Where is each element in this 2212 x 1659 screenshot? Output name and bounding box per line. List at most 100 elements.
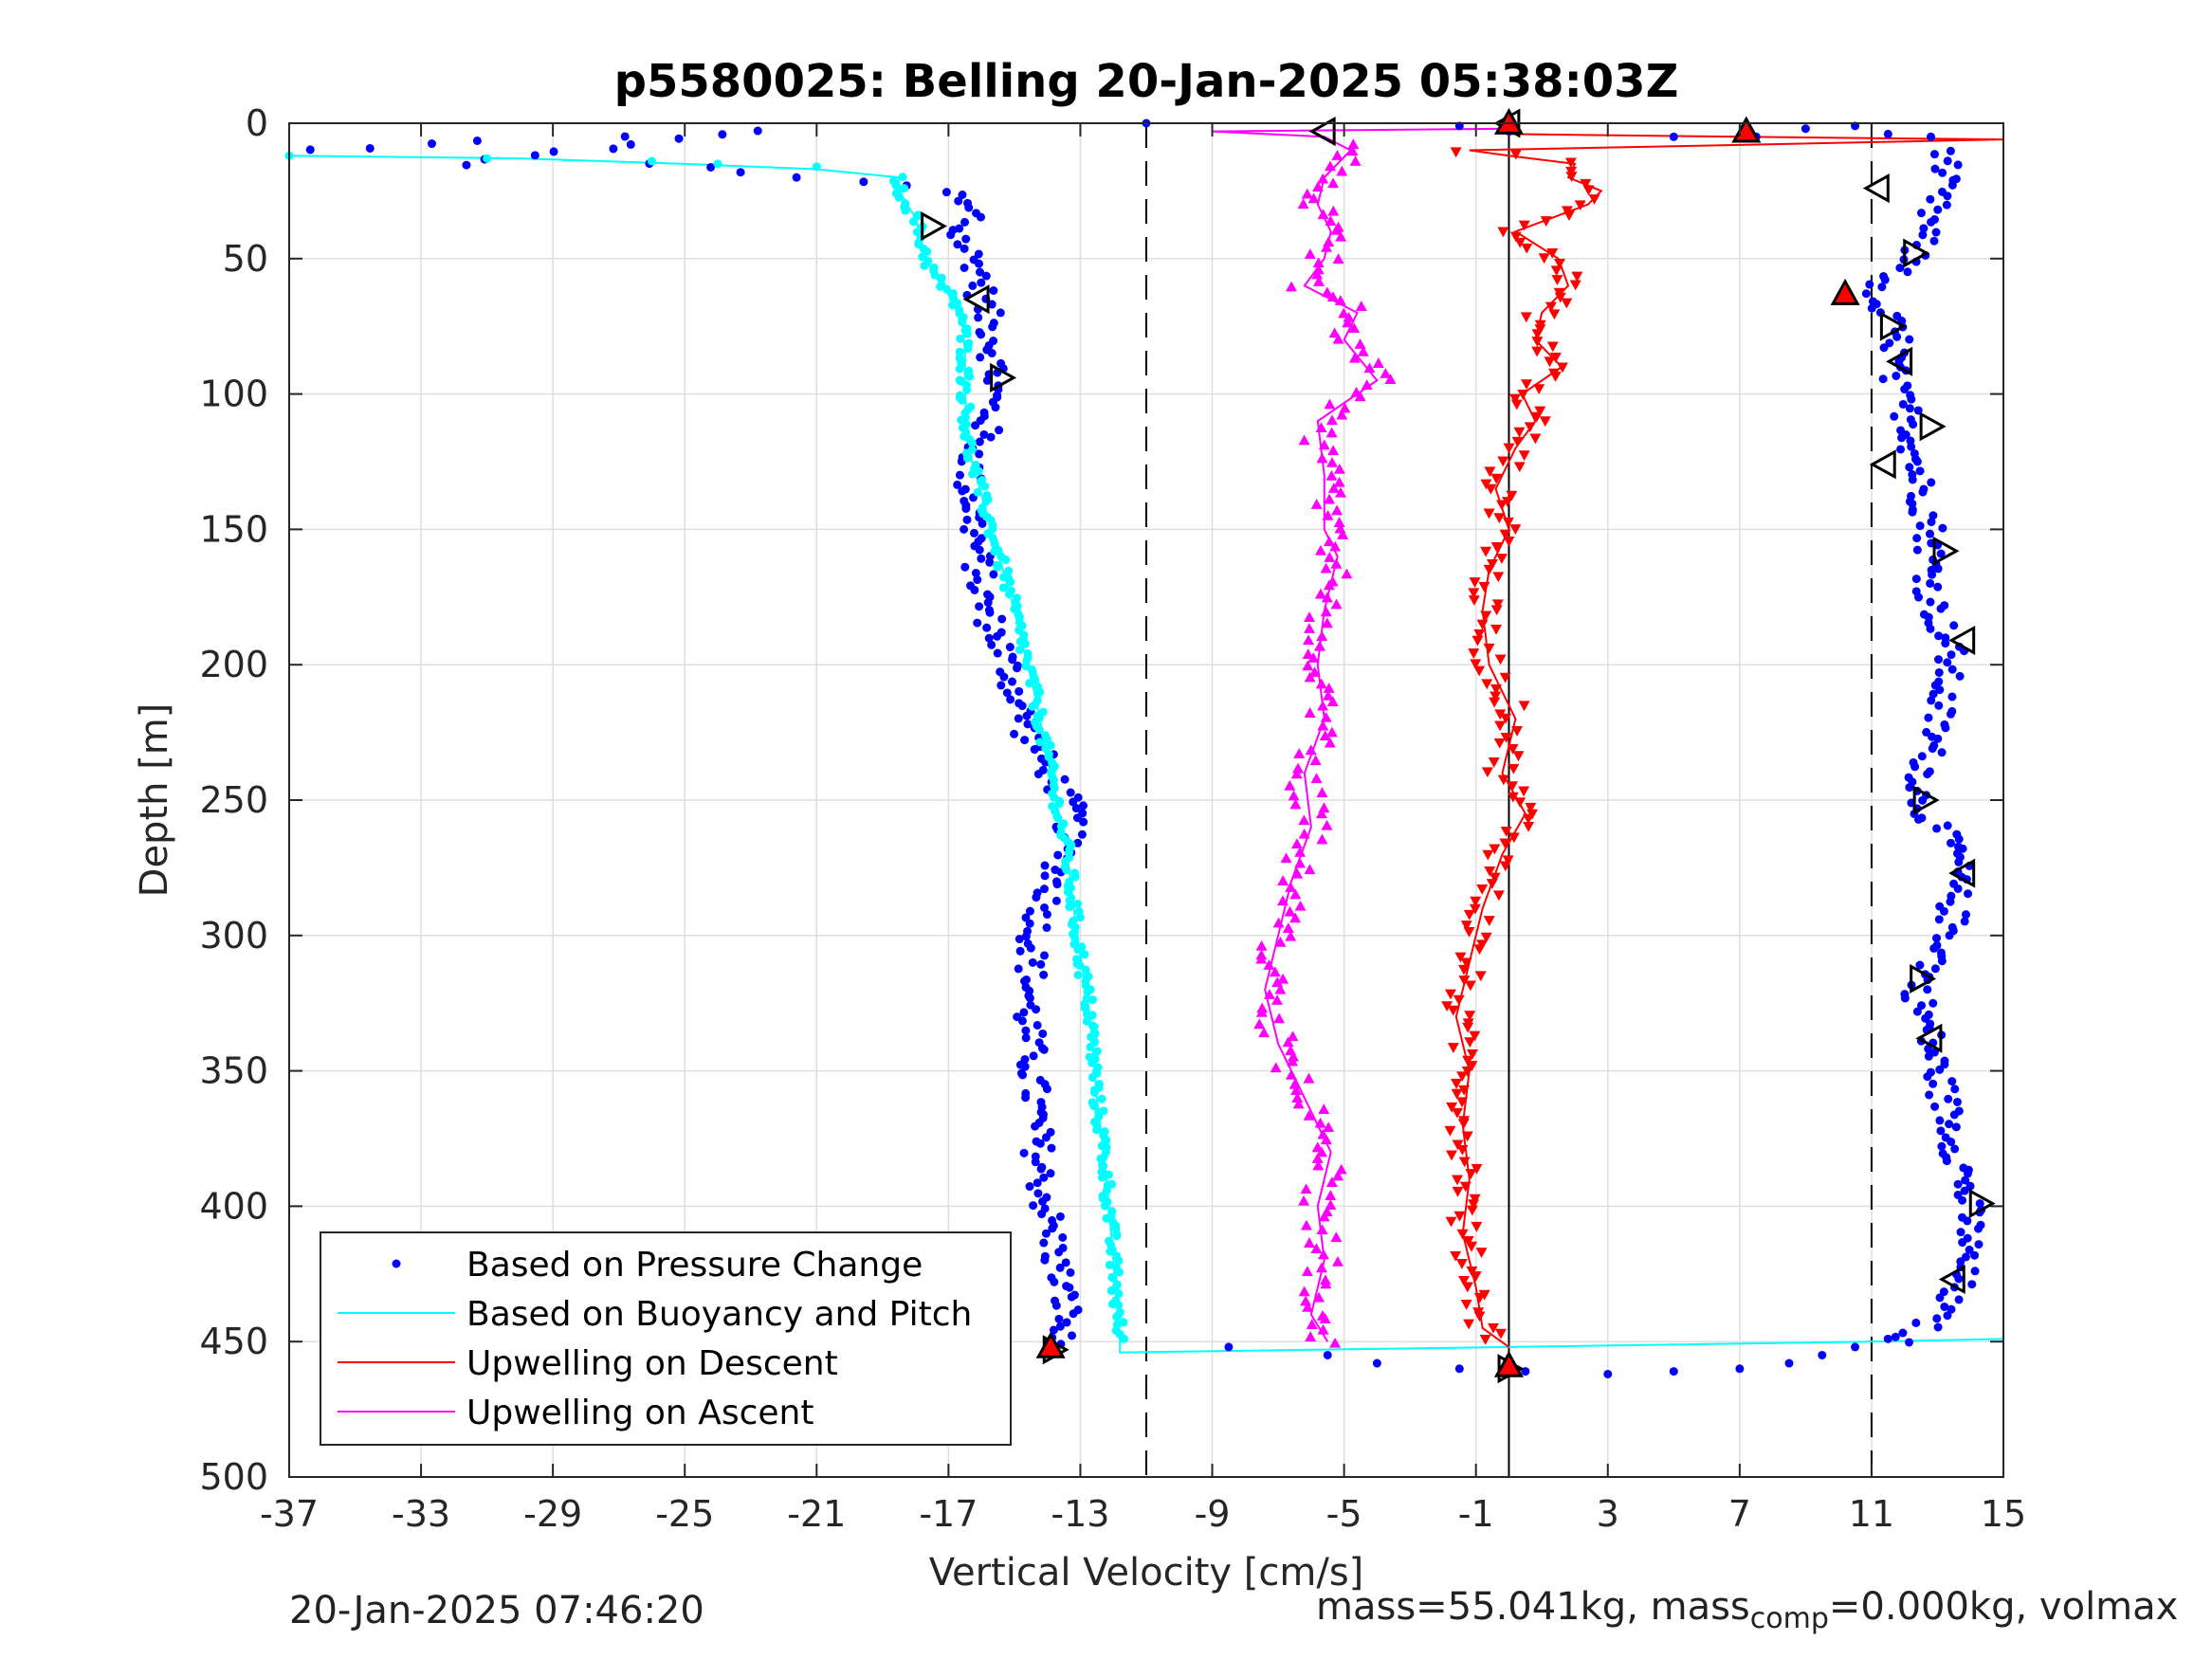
pressure-point <box>1065 1283 1074 1292</box>
pressure-point <box>961 234 971 244</box>
pressure-point <box>1224 1342 1234 1352</box>
pressure-point <box>991 403 1000 412</box>
pressure-point <box>792 173 801 182</box>
pressure-point <box>1042 1085 1051 1094</box>
pressure-point <box>427 139 436 149</box>
descent-point <box>1531 337 1544 347</box>
descent-point <box>1508 832 1520 844</box>
pressure-point <box>1974 1240 1983 1249</box>
descent-point <box>1451 1088 1463 1100</box>
ascent-point <box>1313 640 1325 651</box>
buoyancy-point <box>1070 933 1080 942</box>
mass-subscript: comp <box>1749 1602 1829 1635</box>
ascent-point <box>1337 529 1349 539</box>
ascent-point <box>1303 623 1315 633</box>
ascent-point <box>1321 819 1333 830</box>
buoyancy-point <box>962 385 972 394</box>
descent-point <box>1490 473 1503 484</box>
buoyancy-point <box>1089 1022 1099 1031</box>
legend-label-descent: Upwelling on Descent <box>466 1344 838 1383</box>
pressure-point <box>1051 1301 1061 1310</box>
pressure-point <box>1883 129 1892 138</box>
descent-point <box>1464 980 1476 992</box>
mass-text-suffix: =0.000kg, volmax <box>1828 1585 2179 1629</box>
ascent-point <box>1289 888 1302 900</box>
pressure-point <box>976 267 985 277</box>
descent-point <box>1464 1011 1476 1022</box>
descent-point <box>1462 1236 1474 1247</box>
descent-point <box>1450 147 1462 158</box>
pressure-point <box>1933 734 1943 743</box>
pressure-point <box>974 313 983 322</box>
pressure-point <box>989 285 998 295</box>
ascent-point <box>1323 236 1335 247</box>
pressure-point <box>609 144 618 154</box>
ascent-point <box>1317 1323 1329 1335</box>
ascent-point <box>1335 230 1347 242</box>
buoyancy-point <box>967 438 977 447</box>
ascent-point <box>1321 592 1333 603</box>
descent-point <box>1469 1030 1481 1042</box>
ascent-point <box>1326 575 1339 587</box>
ascent-point <box>1372 357 1384 368</box>
ascent-point <box>1325 1176 1338 1187</box>
descent-point <box>1461 1282 1473 1293</box>
descent-point <box>1491 599 1504 611</box>
descent-point <box>1524 422 1536 433</box>
buoyancy-point <box>1089 1087 1099 1097</box>
buoyancy-point <box>1070 872 1080 882</box>
pressure-point <box>1025 1182 1034 1192</box>
pressure-point <box>1061 1258 1070 1267</box>
pressure-point <box>1066 1267 1075 1277</box>
buoyancy-point <box>958 318 967 327</box>
x-tick-label: -1 <box>1458 1493 1494 1535</box>
descent-point <box>1470 659 1482 670</box>
pressure-point <box>1029 1201 1038 1211</box>
descent-point <box>1485 483 1497 495</box>
buoyancy-point <box>1056 822 1066 831</box>
pressure-point <box>979 429 989 439</box>
x-tick-label: -17 <box>919 1493 978 1535</box>
pressure-point <box>1947 180 1957 190</box>
descent-point <box>1476 619 1489 630</box>
descent-point <box>1499 838 1511 849</box>
ascent-point <box>1315 808 1327 819</box>
pressure-point <box>1033 770 1043 779</box>
buoyancy-point <box>918 252 927 262</box>
pressure-point <box>1053 850 1063 860</box>
ascent-point <box>1310 773 1323 784</box>
ascent-point <box>1330 598 1343 610</box>
ascent-point <box>1280 852 1292 864</box>
descent-point <box>1549 372 1562 382</box>
descent-point <box>1479 1334 1491 1345</box>
descent-point <box>1502 517 1514 528</box>
pressure-point <box>1947 692 1957 702</box>
descent-point <box>1452 1186 1464 1197</box>
pressure-point <box>1038 1029 1048 1038</box>
descent-point <box>1460 921 1472 931</box>
pressure-point <box>1909 420 1918 429</box>
ascent-point <box>1332 1170 1344 1181</box>
buoyancy-point <box>1034 725 1044 735</box>
descent-point <box>1530 411 1543 423</box>
ascent-point <box>1325 414 1338 426</box>
pressure-point <box>1960 917 1969 926</box>
footer-timestamp: 20-Jan-2025 07:46:20 <box>289 1589 704 1632</box>
ascent-point <box>1317 209 1329 220</box>
descent-point <box>1444 1125 1456 1137</box>
buoyancy-point <box>1062 866 1071 875</box>
descent-point <box>1473 629 1486 640</box>
pressure-point <box>1945 931 1954 940</box>
pressure-point <box>1521 1367 1530 1376</box>
pressure-point <box>999 672 1009 682</box>
descent-point <box>1564 157 1577 169</box>
pressure-point <box>1950 1144 1960 1154</box>
pressure-point <box>1943 821 1952 830</box>
pressure-point <box>1929 511 1938 520</box>
descent-point <box>1468 595 1480 606</box>
buoyancy-point <box>936 282 945 291</box>
descent-point <box>1480 611 1492 622</box>
ascent-point <box>1298 814 1310 826</box>
pressure-point <box>1946 709 1955 719</box>
pressure-point <box>1915 466 1925 476</box>
